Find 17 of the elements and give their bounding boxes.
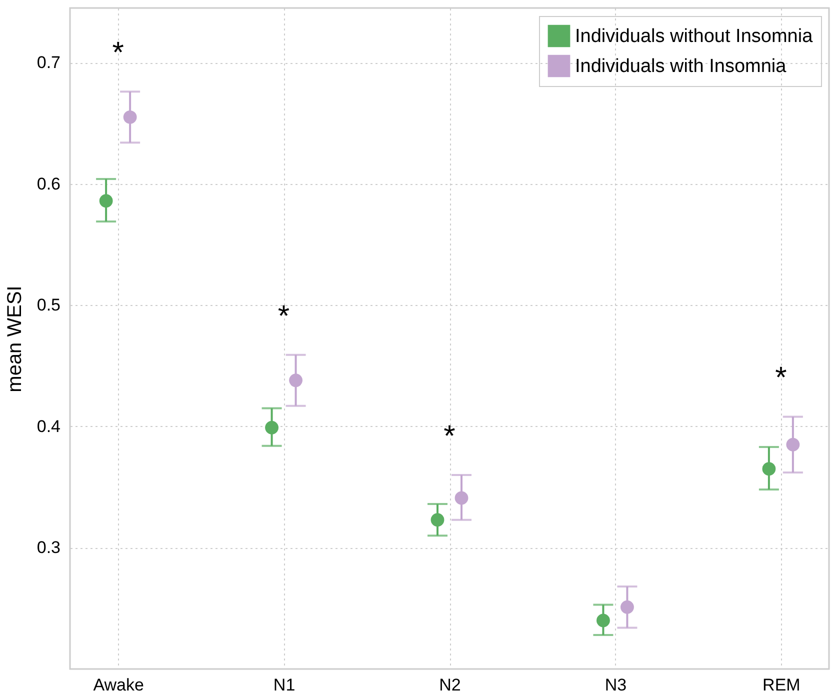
x-tick-label: Awake [93,676,144,694]
annotation: * [444,420,456,453]
annotation: * [775,362,788,395]
y-tick-label: 0.6 [36,174,60,194]
x-tick-label: REM [762,676,800,694]
x-tick-label: N3 [604,676,627,694]
y-tick-label: 0.4 [36,416,60,436]
x-tick-label: N2 [439,676,461,694]
y-axis-title: mean WESI [4,286,26,392]
annotation: * [278,300,290,333]
y-tick-label: 0.3 [36,538,60,558]
y-tick-label: 0.5 [36,296,60,315]
x-tick-label: N1 [273,676,296,694]
y-tick-label: 0.7 [36,53,60,72]
legend-label: Individuals with Insomnia [575,56,787,77]
annotation: * [112,36,124,70]
legend-label: Individuals without Insomnia [575,26,814,47]
